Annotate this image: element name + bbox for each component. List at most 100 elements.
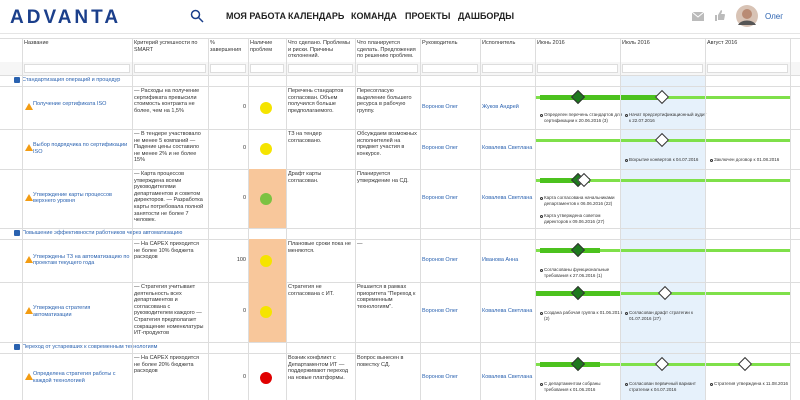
task-name[interactable]: Определена стратегия работы с каждой тех… [33, 371, 116, 384]
filter-input[interactable] [357, 64, 418, 73]
group-icon [14, 230, 20, 236]
status-dot [260, 306, 272, 318]
filter-input[interactable] [707, 64, 788, 73]
milestone-dot [540, 215, 543, 218]
nav-item[interactable]: КОМАНДА [351, 11, 397, 21]
manager[interactable]: Воронов Олег [422, 308, 458, 314]
executor[interactable]: Жуков Андрей [482, 103, 519, 110]
h-line [0, 169, 800, 170]
executor[interactable]: Ковалева Светлана [482, 374, 533, 380]
task-name[interactable]: Выбор подрядчика по сертификации ISO [33, 142, 128, 155]
task-name[interactable]: Получение сертификата ISO [33, 100, 107, 107]
group-icon [14, 77, 20, 83]
column-header: Что планируется сделать. Предложения по … [357, 40, 416, 60]
h-line [0, 38, 800, 39]
filter-input[interactable] [537, 64, 618, 73]
milestone[interactable] [570, 89, 586, 105]
done: Перечень стандартов согласован. Объем по… [288, 88, 344, 114]
column-header: Руководитель [422, 40, 458, 46]
task-name[interactable]: Утверждена стратегия автоматизации [33, 305, 91, 318]
nav-item[interactable]: МОЯ РАБОТА [226, 11, 286, 21]
timeline-progress [540, 248, 600, 253]
filter-input[interactable] [134, 64, 206, 73]
mail-icon[interactable] [692, 12, 704, 21]
search-icon[interactable] [190, 9, 204, 23]
plan: Решается в рамках приоритета "Переход к … [357, 284, 416, 310]
h-line [0, 129, 800, 130]
user-name[interactable]: Олег [765, 12, 784, 21]
plan: Планируется утверждение на СД. [357, 171, 409, 184]
executor[interactable]: Ковалева Светлана [482, 145, 533, 151]
percent: 0 [242, 374, 246, 380]
plan: Пересогласую выделение большего ресурса … [357, 88, 412, 114]
timeline-bar [535, 179, 790, 182]
percent: 0 [242, 308, 246, 314]
filter-input[interactable] [288, 64, 353, 73]
v-line [248, 38, 249, 400]
executor[interactable]: Ковалева Светлана [482, 308, 533, 314]
milestone-label: Определен перечень стандартов для сертиф… [544, 112, 623, 123]
executor[interactable]: Иванова Анна [482, 256, 519, 263]
manager[interactable]: Воронов Олег [422, 145, 458, 151]
manager[interactable]: Воронов Олег [422, 256, 458, 263]
group-icon [14, 344, 20, 350]
percent: 0 [242, 194, 246, 201]
percent: 100 [236, 256, 246, 263]
task-name[interactable]: Утверждены ТЗ на автоматизацию по проект… [33, 253, 130, 267]
milestone-label: Вскрытие конвертов к 04.07.2016 [629, 157, 699, 162]
manager[interactable]: Воронов Олег [422, 374, 458, 380]
filter-input[interactable] [250, 64, 284, 73]
criteria: — На CAPEX приходится не более 10% бюдже… [134, 241, 199, 261]
executor[interactable]: Ковалева Светлана [482, 194, 533, 201]
done: Возник конфликт с Департаментом ИТ — под… [288, 355, 349, 381]
milestone[interactable] [570, 242, 586, 258]
column-header: Наличие проблем [250, 40, 273, 53]
plan: Обсуждаем возможных исполнителей на пред… [357, 131, 417, 157]
column-header: Июнь 2016 [537, 40, 565, 46]
v-line [355, 38, 356, 400]
percent: 0 [242, 103, 246, 110]
nav-item[interactable]: КАЛЕНДАРЬ [288, 11, 345, 21]
status-dot [260, 101, 272, 114]
milestone[interactable] [570, 356, 586, 372]
filter-input[interactable] [482, 64, 533, 73]
milestone[interactable] [737, 356, 753, 372]
status-dot [260, 143, 272, 155]
done: Плановые сроки пока не меняются. [288, 241, 351, 254]
warning-icon [25, 255, 33, 263]
h-line [0, 86, 800, 87]
milestone-label: Карта утверждена советом директоров к 09… [544, 213, 605, 224]
filter-input[interactable] [210, 64, 246, 73]
v-line [535, 38, 536, 400]
timeline-progress [540, 178, 590, 183]
column-header: Название [24, 40, 49, 46]
nav-item[interactable]: ПРОЕКТЫ [405, 11, 451, 21]
avatar[interactable] [736, 5, 758, 27]
h-line [0, 75, 800, 76]
filter-input[interactable] [422, 64, 478, 73]
milestone-label: Стратегия утверждена к 11.08.2016 [714, 381, 789, 386]
milestone-dot [625, 312, 628, 315]
h-line [0, 342, 800, 343]
warning-icon [25, 144, 33, 151]
month-highlight [620, 62, 705, 400]
milestone-dot [625, 159, 628, 162]
manager[interactable]: Воронов Олег [422, 103, 458, 110]
status-dot [260, 192, 272, 205]
nav-item[interactable]: ДАШБОРДЫ [458, 11, 515, 21]
criteria: — В тендере участвовало не менее 5 компа… [134, 131, 201, 164]
milestone[interactable] [570, 285, 586, 301]
logo[interactable]: ADVANTA [10, 7, 122, 28]
group-title[interactable]: Стандартизация операций и процедур [22, 77, 121, 83]
manager[interactable]: Воронов Олег [422, 194, 458, 201]
h-line [0, 282, 800, 283]
group-title[interactable]: Повышение эффективности работников через… [22, 230, 183, 236]
v-line [705, 38, 706, 400]
filter-input[interactable] [24, 64, 130, 73]
filter-input[interactable] [622, 64, 703, 73]
milestone-label: Заключен договор к 01.08.2016 [714, 157, 780, 162]
task-name[interactable]: Утверждение карты процессов верхнего уро… [33, 191, 112, 205]
like-icon[interactable] [714, 10, 725, 21]
group-title[interactable]: Переход от устаревших к современным техн… [22, 344, 158, 350]
